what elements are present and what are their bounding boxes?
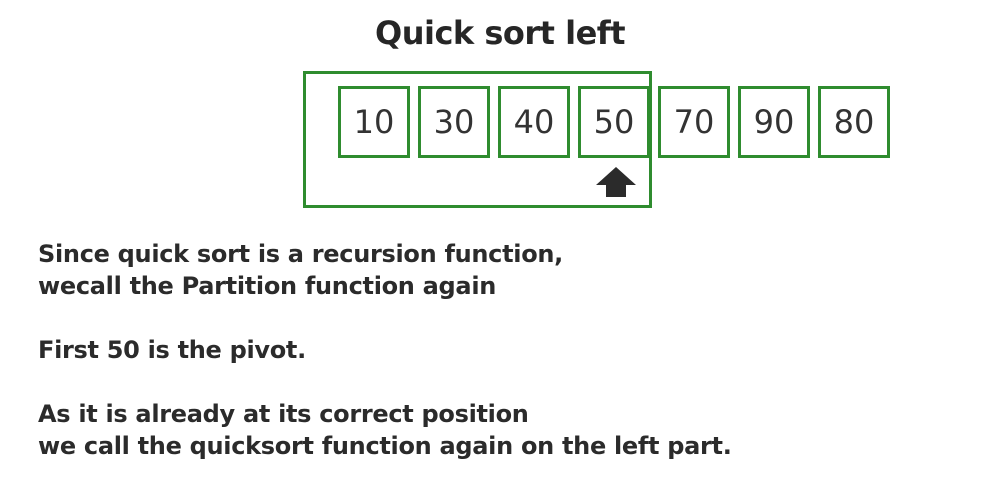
left-partition-box [303, 71, 652, 208]
array-cell: 40 [498, 86, 570, 158]
array-cell-pivot: 50 [578, 86, 650, 158]
up-arrow-icon [596, 167, 636, 197]
page-title: Quick sort left [375, 14, 625, 52]
description-paragraph: First 50 is the pivot. [38, 334, 938, 366]
description-line: First 50 is the pivot. [38, 336, 306, 364]
description: Since quick sort is a recursion function… [38, 238, 938, 494]
description-line: Since quick sort is a recursion function… [38, 240, 563, 268]
array-cell: 10 [338, 86, 410, 158]
description-line: wecall the Partition function again [38, 272, 497, 300]
array-cell: 30 [418, 86, 490, 158]
description-line: we call the quicksort function again on … [38, 432, 732, 460]
description-paragraph: As it is already at its correct position… [38, 398, 938, 462]
array-cell: 80 [818, 86, 890, 158]
description-paragraph: Since quick sort is a recursion function… [38, 238, 938, 302]
array-cell: 90 [738, 86, 810, 158]
array-cell: 70 [658, 86, 730, 158]
description-line: As it is already at its correct position [38, 400, 529, 428]
